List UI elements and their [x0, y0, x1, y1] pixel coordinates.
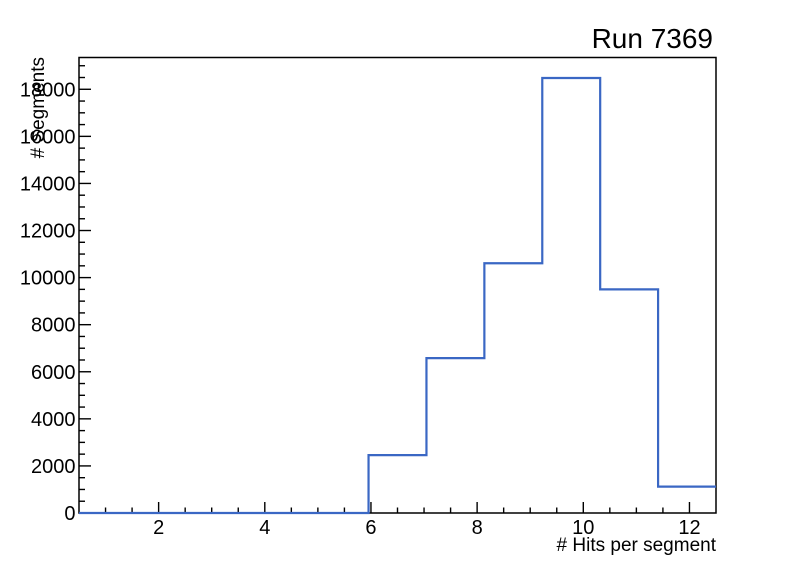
axis-tick-labels: 2 4 6 8 10 12 0 2000 4000 6000 8000 10000 12000 14000… [20, 79, 701, 539]
y-tick-label: 16000 [20, 126, 76, 148]
y-tick-label: 18000 [20, 79, 76, 101]
histogram-line [79, 76, 716, 515]
y-tick-label: 8000 [31, 315, 76, 337]
y-axis-title: # Segments [28, 57, 49, 158]
y-tick-label: 4000 [31, 409, 76, 431]
x-axis-title: # Hits per segment [557, 535, 717, 556]
x-tick-label: 10 [572, 517, 594, 539]
plot-frame [78, 56, 717, 514]
y-tick-label: 0 [64, 503, 75, 525]
y-tick-label: 10000 [20, 268, 76, 290]
y-tick-label: 6000 [31, 362, 76, 384]
x-tick-label: 2 [153, 517, 164, 539]
x-tick-label: 8 [472, 517, 483, 539]
x-tick-label: 12 [678, 517, 700, 539]
x-tick-label: 4 [259, 517, 270, 539]
y-tick-label: 14000 [20, 173, 76, 195]
axis-ticks [79, 65, 691, 514]
x-tick-label: 6 [365, 517, 376, 539]
chart-title: Run 7369 [592, 23, 713, 54]
y-tick-label: 12000 [20, 221, 76, 243]
y-tick-label: 2000 [31, 456, 76, 478]
